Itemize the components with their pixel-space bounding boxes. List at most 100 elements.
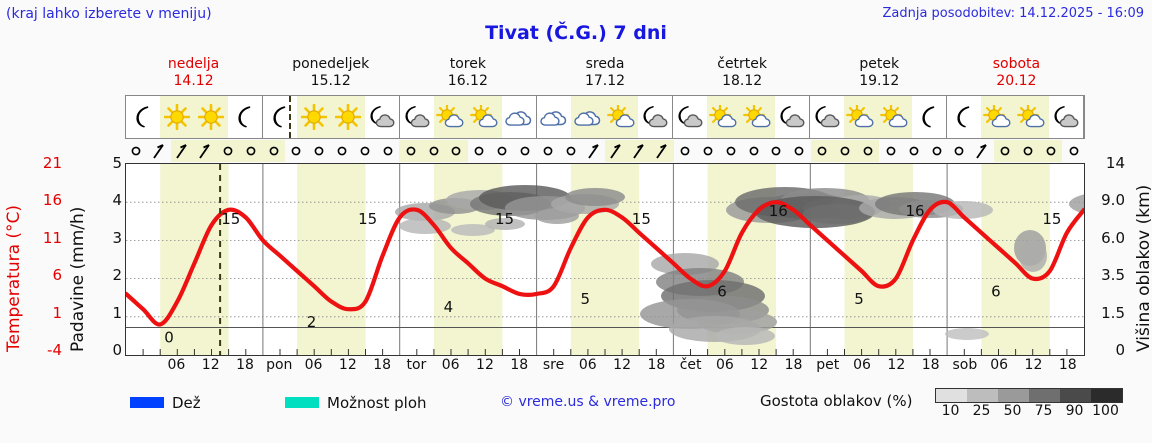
density-tick: 10 (941, 403, 960, 419)
time-tick-19: 18 (784, 357, 803, 373)
wind-barb-strip (125, 140, 1085, 162)
wind-barb-calm-icon (445, 140, 468, 162)
weather-icon-strip (125, 95, 1085, 139)
time-tick-22: 12 (887, 357, 906, 373)
sun-cloud-icon (433, 96, 468, 138)
time-tick-23: 18 (921, 357, 940, 373)
svg-text:5: 5 (854, 290, 864, 308)
wind-barb-calm-icon (833, 140, 857, 162)
svg-text:4: 4 (444, 298, 454, 316)
svg-text:15: 15 (632, 210, 651, 228)
time-tick-24: sob (952, 357, 978, 373)
legend-showers-swatch (285, 397, 319, 408)
axis-tick: 6.0 (1101, 228, 1125, 247)
time-tick-5: 06 (304, 357, 323, 373)
moon-icon (912, 96, 946, 138)
legend-rain-label: Dež (172, 393, 201, 412)
wind-barb-calm-icon (331, 140, 354, 162)
day-name: ponedeljek (292, 56, 370, 72)
icon-day-group-0 (126, 96, 263, 138)
cloud-height-axis-title: Višina oblakov (km) (1134, 184, 1152, 352)
day-name: sobota (992, 56, 1041, 72)
wind-barb-arrow-icon (971, 140, 994, 162)
wind-barb-calm-icon (993, 140, 1017, 162)
time-tick-1: 06 (167, 357, 186, 373)
time-axis-ticks: 06 12 18 pon 06 12 18 tor 06 12 18 sre 06 12 18 čet 06 12… (125, 357, 1085, 379)
moon-cloud-icon (1049, 96, 1083, 138)
density-gradient-cell (1091, 389, 1122, 402)
wind-barb-calm-icon (1039, 140, 1063, 162)
day-date: 16.12 (447, 73, 488, 89)
cloud-icon (537, 96, 571, 138)
svg-text:6: 6 (717, 283, 727, 301)
axis-tick: 2 (112, 266, 122, 285)
time-tick-12: sre (542, 357, 565, 373)
moon-cloud-icon (810, 96, 844, 138)
svg-text:15: 15 (358, 210, 377, 228)
time-tick-8: tor (406, 357, 427, 373)
svg-text:15: 15 (495, 210, 514, 228)
wind-barb-arrow-icon (605, 140, 628, 162)
day-name: četrtek (717, 56, 768, 72)
wind-barb-calm-icon (696, 140, 719, 162)
icon-day-group-5 (810, 96, 948, 138)
time-tick-2: 12 (201, 357, 220, 373)
svg-text:15: 15 (221, 210, 240, 228)
axis-tick: 6 (52, 266, 62, 285)
sun-cloud-icon (1015, 96, 1050, 138)
time-tick-6: 12 (338, 357, 357, 373)
sun-icon (330, 96, 365, 138)
svg-text:15: 15 (1042, 210, 1061, 228)
wind-barb-calm-icon (422, 140, 446, 162)
moon-cloud-icon (400, 96, 434, 138)
wind-barb-calm-icon (742, 140, 765, 162)
wind-barb-calm-icon (674, 140, 697, 162)
wind-barb-calm-icon (879, 140, 902, 162)
cloud-icon (502, 96, 536, 138)
density-tick: 90 (1065, 403, 1084, 419)
wind-barb-calm-icon (468, 140, 491, 162)
day-date: 17.12 (584, 73, 626, 89)
day-header-5: petek 19.12 (811, 56, 948, 92)
wind-barb-calm-icon (262, 140, 286, 162)
wind-barb-calm-icon (308, 140, 331, 162)
legend-rain: Dež (130, 392, 201, 412)
axis-tick: 9.0 (1101, 191, 1125, 210)
day-date: 15.12 (310, 73, 351, 89)
day-date: 18.12 (722, 73, 763, 89)
day-header-6: sobota 20.12 (948, 56, 1085, 92)
time-tick-20: pet (816, 357, 840, 373)
moon-cloud-icon (365, 96, 399, 138)
wind-barb-arrow-icon (193, 140, 217, 162)
wind-barb-arrow-icon (627, 140, 651, 162)
legend-showers: Možnost ploh (285, 392, 427, 412)
moon-icon (263, 96, 297, 138)
wind-barb-calm-icon (765, 140, 788, 162)
moon-icon (126, 96, 160, 138)
axis-tick: 4 (112, 191, 122, 210)
wind-barb-calm-icon (1016, 140, 1040, 162)
moon-icon (228, 96, 262, 138)
day-name: torek (449, 56, 486, 72)
axis-tick: 3 (112, 228, 122, 247)
moon-icon (947, 96, 981, 138)
icon-day-group-6 (947, 96, 1085, 138)
icon-day-group-2 (400, 96, 537, 138)
day-name: nedelja (167, 56, 220, 72)
precipitation-axis-ticks: 5 4 3 2 1 0 (98, 154, 122, 359)
day-header-0: nedelja 14.12 (125, 56, 262, 92)
time-tick-3: 18 (236, 357, 254, 373)
legend-showers-label: Možnost ploh (327, 393, 427, 412)
time-tick-27: 18 (1058, 357, 1077, 373)
meteogram-plot: 0 15 2 15 4 15 5 15 6 16 5 16 6 15 (125, 163, 1085, 356)
svg-text:6: 6 (991, 283, 1001, 301)
day-header-1: ponedeljek 15.12 (262, 56, 399, 92)
day-date: 14.12 (173, 73, 214, 89)
current-time-marker (289, 96, 291, 138)
wind-barb-calm-icon (925, 140, 948, 162)
density-tick: 50 (1003, 403, 1022, 419)
cloud-density-legend-label: Gostota oblakov (%) (760, 392, 913, 410)
copyright-link[interactable]: © vreme.us & vreme.pro (500, 394, 676, 410)
wind-barb-calm-icon (399, 140, 423, 162)
page-title: Tivat (Č.G.) 7 dni (485, 22, 667, 44)
